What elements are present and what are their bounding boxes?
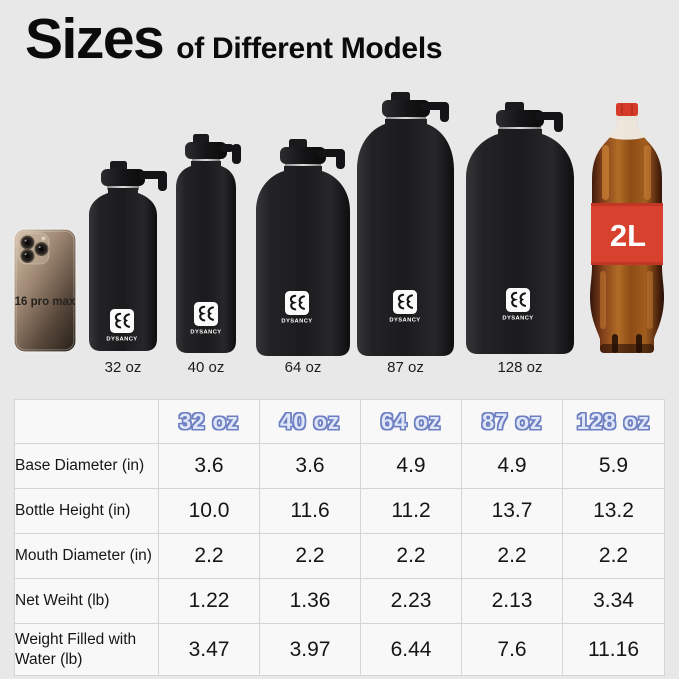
dysancy-logo: DYSANCY (389, 290, 420, 324)
page-title: Sizes of Different Models (25, 6, 443, 72)
bottle-caption-64oz: 64 oz (284, 359, 322, 376)
cell-value: 11.16 (562, 623, 665, 676)
cap-lid-icon (185, 142, 227, 159)
table-row: Mouth Diameter (in) 2.2 2.2 2.2 2.2 2.2 (14, 533, 665, 579)
bottle-32oz: DYSANCY (89, 161, 167, 351)
bottle-lip-ring (615, 115, 639, 120)
cola-size-text: 2L (610, 218, 646, 253)
table-row: Bottle Height (in) 10.0 11.6 11.2 13.7 1… (14, 488, 665, 534)
dysancy-logo: DYSANCY (281, 291, 312, 325)
cell-value: 10.0 (158, 488, 260, 534)
cell-value: 2.13 (461, 578, 563, 624)
dysancy-logo: DYSANCY (106, 309, 137, 343)
spec-table: 32 oz 40 oz 64 oz 87 oz 128 oz Base Diam… (14, 399, 665, 676)
row-label-base-diameter: Base Diameter (in) (14, 443, 159, 489)
bottle-128oz: DYSANCY (466, 102, 574, 354)
table-row: Base Diameter (in) 3.6 3.6 4.9 4.9 5.9 (14, 443, 665, 489)
cell-value: 1.22 (158, 578, 260, 624)
col-header-87oz: 87 oz (461, 399, 563, 444)
row-label-filled-weight: Weight Filled with Water (lb) (14, 623, 159, 676)
cell-value: 6.44 (360, 623, 462, 676)
cell-value: 13.7 (461, 488, 563, 534)
cap-handle-icon (220, 144, 234, 152)
table-row: Weight Filled with Water (lb) 3.47 3.97 … (14, 623, 665, 676)
cell-value: 3.6 (259, 443, 361, 489)
dysancy-logo: DYSANCY (502, 288, 533, 322)
bottle-caption-40oz: 40 oz (187, 359, 225, 376)
cap-lid-icon (496, 110, 544, 127)
bottle-caption-32oz: 32 oz (104, 359, 142, 376)
bottle-87oz: DYSANCY (357, 92, 454, 356)
row-label-bottle-height: Bottle Height (in) (14, 488, 159, 534)
row-label-mouth-diameter: Mouth Diameter (in) (14, 533, 159, 579)
cell-value: 3.47 (158, 623, 260, 676)
title-word: Sizes (25, 7, 165, 71)
corner-cell (14, 399, 159, 444)
bottle-40oz: DYSANCY (176, 134, 241, 353)
row-label-net-weight: Net Weiht (lb) (14, 578, 159, 624)
phone-label: 16 pro max (15, 296, 76, 308)
cell-value: 3.34 (562, 578, 665, 624)
cola-label (591, 203, 663, 265)
cola-cap-icon (616, 103, 638, 116)
cell-value: 2.2 (461, 533, 563, 579)
cell-value: 2.2 (360, 533, 462, 579)
bottle-logo-text: DYSANCY (389, 318, 420, 324)
bottle-logo-text: DYSANCY (106, 337, 137, 343)
cell-value: 3.6 (158, 443, 260, 489)
cell-value: 1.36 (259, 578, 361, 624)
cell-value: 11.2 (360, 488, 462, 534)
phone-16-pro-max: 16 pro max (13, 228, 77, 353)
cell-value: 2.23 (360, 578, 462, 624)
cell-value: 11.6 (259, 488, 361, 534)
bottle-logo-text: DYSANCY (502, 316, 533, 322)
camera-module-icon (17, 232, 50, 265)
bottle-logo-text: DYSANCY (190, 330, 221, 336)
bottle-caption-128oz: 128 oz (497, 359, 543, 376)
cell-value: 13.2 (562, 488, 665, 534)
cell-value: 3.97 (259, 623, 361, 676)
cell-value: 2.2 (158, 533, 260, 579)
cap-lid-icon (280, 147, 326, 164)
bottle-64oz: DYSANCY (256, 139, 350, 356)
col-header-40oz: 40 oz (259, 399, 361, 444)
cell-value: 4.9 (360, 443, 462, 489)
cap-lid-icon (101, 169, 145, 186)
table-header-row: 32 oz 40 oz 64 oz 87 oz 128 oz (14, 399, 665, 444)
cell-value: 5.9 (562, 443, 665, 489)
col-header-128oz: 128 oz (562, 399, 665, 444)
col-header-32oz: 32 oz (158, 399, 260, 444)
title-rest: of Different Models (176, 32, 443, 65)
cell-value: 7.6 (461, 623, 563, 676)
cell-value: 2.2 (259, 533, 361, 579)
col-header-64oz: 64 oz (360, 399, 462, 444)
cell-value: 4.9 (461, 443, 563, 489)
dysancy-logo: DYSANCY (190, 302, 221, 336)
cell-value: 2.2 (562, 533, 665, 579)
clear-neck (609, 119, 645, 140)
cola-bottle-2l: 2L (590, 103, 664, 353)
cap-lid-icon (382, 100, 430, 117)
bottle-logo-text: DYSANCY (281, 319, 312, 325)
bottle-caption-87oz: 87 oz (387, 359, 424, 376)
table-row: Net Weiht (lb) 1.22 1.36 2.23 2.13 3.34 (14, 578, 665, 624)
